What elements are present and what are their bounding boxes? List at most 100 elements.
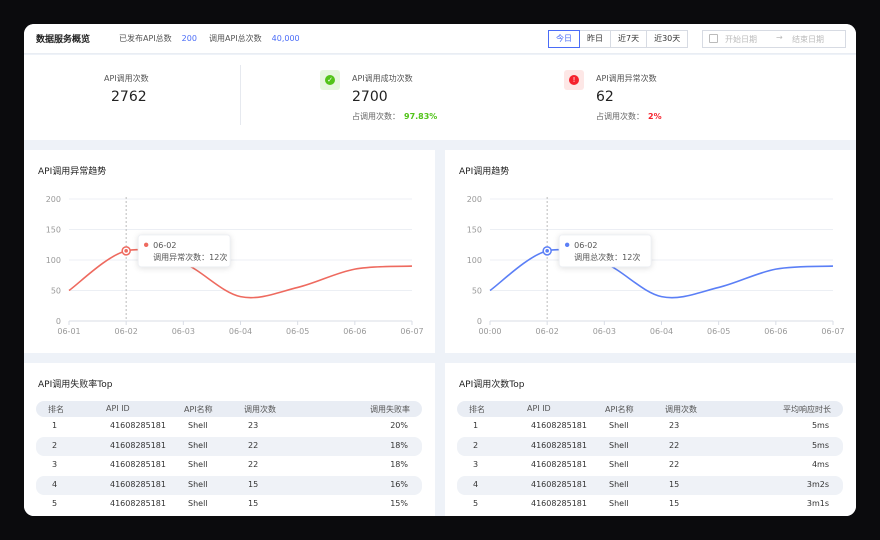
table-row[interactable]: 1 41608285181 Shell 23 20% (36, 417, 422, 437)
x-tick-label: 06-06 (764, 327, 787, 336)
dashboard-window: 数据服务概览 已发布API总数 200 调用API总次数 40,000 今日 昨日 … (24, 24, 856, 516)
table-header-cell: 排名 (469, 405, 485, 414)
x-tick-label: 06-07 (821, 327, 844, 336)
stat-success-calls: ✓ API调用成功次数 2700 占调用次数： 97.83% (320, 55, 570, 140)
table-cell: 41608285181 (110, 479, 166, 489)
table-cell: 3m1s (806, 499, 829, 508)
table-header-cell: API名称 (605, 405, 634, 414)
page-title: 数据服务概览 (36, 35, 91, 45)
y-tick-label: 200 (467, 195, 482, 204)
y-tick-label: 50 (51, 287, 61, 296)
table-cell: 4 (52, 479, 58, 489)
error-badge: ! (564, 70, 584, 90)
table-cell: Shell (609, 499, 629, 508)
table-cell: 20% (390, 421, 408, 430)
table-row[interactable]: 3 41608285181 Shell 22 4ms (457, 456, 843, 476)
end-date-input[interactable]: 结束日期 (792, 35, 824, 44)
range-today-button[interactable]: 今日 (548, 30, 580, 48)
x-tick-label: 06-03 (172, 327, 195, 336)
table-cell: Shell (188, 421, 208, 430)
table-header-cell: 调用次数 (665, 405, 697, 414)
stat-success-value: 2700 (352, 89, 388, 105)
stat-total-value: 2762 (111, 89, 147, 105)
table-cell: 3 (52, 460, 58, 469)
table-cell: 15 (669, 499, 680, 508)
table-cell: 5ms (811, 440, 829, 450)
y-tick-label: 150 (467, 226, 482, 235)
table-row[interactable]: 2 41608285181 Shell 22 18% (36, 436, 422, 456)
published-api-count: 已发布API总数 200 (119, 34, 197, 43)
exclamation-icon: ! (569, 75, 579, 85)
table-cell: 15 (248, 479, 259, 489)
error-trend-chart: 0 50 100 150 200 06-01 06-02 06-03 06-04 06-05 06-… (46, 195, 424, 336)
table-row[interactable]: 5 41608285181 Shell 15 15% (36, 495, 422, 515)
table-cell: 15 (248, 499, 259, 508)
table-cell: 2 (52, 440, 58, 450)
table-row[interactable]: 3 41608285181 Shell 22 18% (36, 456, 422, 476)
fail-rate-title: API调用失败率Top (38, 380, 113, 390)
table-cell: Shell (188, 440, 208, 450)
range-7days-button[interactable]: 近7天 (610, 30, 648, 48)
stats-divider (240, 65, 241, 125)
calendar-icon (709, 34, 718, 43)
y-tick-label: 0 (56, 317, 61, 326)
date-range-picker[interactable]: 开始日期 → 结束日期 (702, 30, 846, 48)
table-header-cell: 调用次数 (244, 405, 276, 414)
call-trend-chart: 0 50 100 150 200 00:00 06-02 06-03 06-04 06-05 06-… (467, 195, 845, 336)
fail-rate-table: 排名 API ID API名称 调用次数 调用失败率 1 41608285181 Shell 2… (36, 401, 422, 515)
top-bar: 数据服务概览 已发布API总数 200 调用API总次数 40,000 今日 昨日 … (24, 24, 856, 54)
table-cell: 3m2s (806, 479, 829, 489)
x-tick-label: 06-02 (115, 327, 138, 336)
table-cell: 15% (390, 499, 408, 508)
table-cell: 16% (390, 479, 408, 489)
table-cell: 41608285181 (110, 440, 166, 450)
table-row[interactable]: 2 41608285181 Shell 22 5ms (457, 436, 843, 456)
y-tick-label: 100 (46, 256, 61, 265)
x-tick-label: 06-05 (707, 327, 730, 336)
table-cell: 18% (390, 460, 408, 469)
table-cell: Shell (609, 421, 629, 430)
x-tick-label: 06-07 (400, 327, 423, 336)
stat-success-ratio: 占调用次数： 97.83% (352, 112, 438, 121)
tooltip-marker (143, 242, 149, 248)
table-cell: 1 (473, 421, 479, 430)
table-row[interactable]: 4 41608285181 Shell 15 16% (36, 475, 422, 495)
x-tick-label: 06-03 (593, 327, 616, 336)
table-cell: 5ms (811, 421, 829, 430)
x-tick-label: 00:00 (478, 327, 501, 336)
table-cell: 22 (248, 440, 259, 450)
table-cell: 4 (473, 479, 479, 489)
fail-rate-card: API调用失败率Top 排名 API ID API名称 调用次数 调用失败率 1 41608… (24, 363, 435, 516)
table-row[interactable]: 4 41608285181 Shell 15 3m2s (457, 475, 843, 495)
table-header-cell: API ID (106, 404, 130, 413)
call-trend-card: API调用趋势 0 50 100 150 200 00:00 06-02 06-03 06-04… (445, 150, 856, 353)
table-cell: 41608285181 (531, 499, 587, 508)
x-tick-label: 06-05 (286, 327, 309, 336)
table-cell: Shell (609, 440, 629, 450)
range-30days-button[interactable]: 近30天 (646, 30, 689, 48)
table-cell: 2 (473, 440, 479, 450)
y-tick-label: 0 (477, 317, 482, 326)
start-date-input[interactable]: 开始日期 (725, 35, 757, 44)
table-header-cell: 排名 (48, 405, 64, 414)
table-header: 排名 API ID API名称 调用次数 平均响应时长 (457, 401, 843, 417)
range-yesterday-button[interactable]: 昨日 (579, 30, 611, 48)
range-arrow-icon: → (776, 33, 783, 42)
table-cell: 41608285181 (531, 421, 587, 430)
tooltip-marker (564, 242, 570, 248)
table-cell: 41608285181 (110, 499, 166, 508)
stat-error-value: 62 (596, 89, 614, 105)
call-trend-title: API调用趋势 (459, 167, 510, 177)
highlight-point-core (545, 249, 549, 253)
tooltip-date: 06-02 (153, 241, 176, 250)
table-cell: Shell (188, 460, 208, 469)
check-icon: ✓ (325, 75, 335, 85)
tooltip-value-number: 12次 (622, 252, 640, 262)
table-cell: 41608285181 (110, 421, 166, 430)
tooltip-value: 调用异常次数：12次 (153, 252, 227, 262)
table-header-cell: API名称 (184, 405, 213, 414)
table-row[interactable]: 5 41608285181 Shell 15 3m1s (457, 495, 843, 515)
y-tick-label: 100 (467, 256, 482, 265)
table-row[interactable]: 1 41608285181 Shell 23 5ms (457, 417, 843, 437)
y-tick-label: 150 (46, 226, 61, 235)
